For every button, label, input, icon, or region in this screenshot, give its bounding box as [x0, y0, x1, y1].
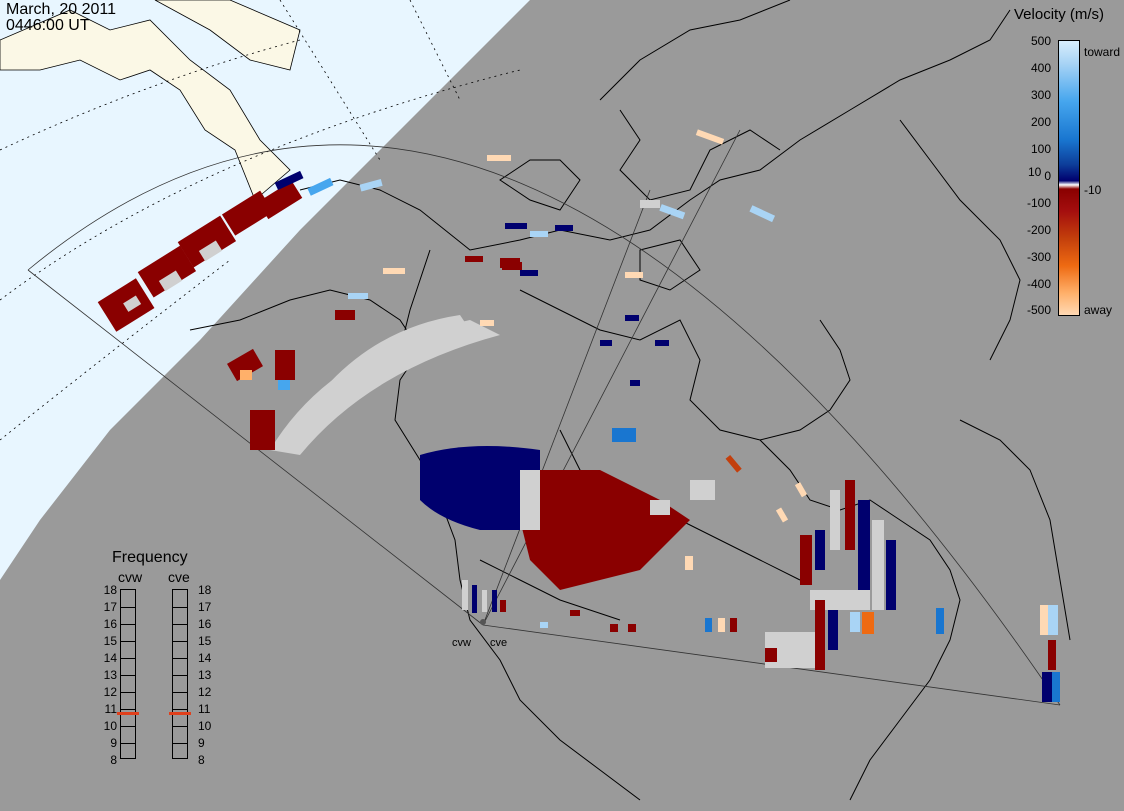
velocity-tick: 300 — [1030, 88, 1051, 102]
frequency-tick-right: 18 — [198, 583, 212, 597]
frequency-tick-left: 17 — [103, 600, 117, 614]
frequency-tick-left: 11 — [104, 702, 117, 716]
away-label: away — [1084, 303, 1113, 317]
frequency-tick-left: 16 — [103, 617, 117, 631]
frequency-tick-left: 15 — [103, 634, 117, 648]
velocity-tick: 200 — [1030, 115, 1051, 129]
velocity-tick: -100 — [1026, 196, 1051, 210]
radar-label-cve: cve — [168, 569, 190, 585]
radar-label-cvw: cvw — [118, 569, 143, 585]
frequency-tick-left: 10 — [103, 719, 117, 733]
frequency-cell — [121, 641, 135, 642]
velocity-tick: 0 — [1044, 169, 1051, 183]
frequency-marker — [117, 712, 139, 716]
frequency-marker — [169, 712, 191, 716]
frequency-tick-right: 14 — [198, 651, 212, 665]
frequency-cell — [173, 709, 187, 710]
frequency-cell — [173, 743, 187, 744]
frequency-cell — [173, 607, 187, 608]
frequency-tick-left: 13 — [103, 668, 117, 682]
radar-scatter — [97, 129, 1060, 702]
velocity-tick: 400 — [1030, 61, 1051, 75]
frequency-cell — [173, 624, 187, 625]
velocity-tick: 500 — [1030, 34, 1051, 48]
velocity-tick: -200 — [1026, 223, 1051, 237]
header: March, 20 2011 0446:00 UT — [6, 2, 116, 34]
toward-label: toward — [1084, 45, 1121, 59]
frequency-tick-right: 16 — [198, 617, 212, 631]
velocity-scale-title: Velocity (m/s) — [1014, 6, 1105, 23]
velocity-tick: -10 — [1084, 183, 1102, 197]
frequency-title: Frequency — [112, 549, 188, 566]
frequency-tick-left: 8 — [110, 753, 117, 767]
frequency-tick-right: 13 — [198, 668, 212, 682]
night-side-area — [0, 0, 530, 580]
siberia-coast — [154, 0, 301, 71]
frequency-tick-right: 17 — [198, 600, 212, 614]
frequency-cell — [121, 726, 135, 727]
frequency-tick-left: 18 — [103, 583, 117, 597]
frequency-tick-left: 14 — [103, 651, 117, 665]
coastlines — [189, 0, 1071, 801]
frequency-cell — [121, 743, 135, 744]
frequency-tick-right: 15 — [198, 634, 212, 648]
radar-site-marker — [480, 619, 486, 625]
frequency-cell — [121, 624, 135, 625]
frequency-tick-left: 12 — [103, 685, 117, 699]
frequency-tick-right: 11 — [198, 702, 211, 716]
frequency-tick-right: 10 — [198, 719, 212, 733]
frequency-cell — [173, 726, 187, 727]
velocity-tick: -400 — [1026, 277, 1051, 291]
frequency-cell — [121, 675, 135, 676]
frequency-bar-cvw — [120, 589, 136, 759]
radar-site-label-cvw: cvw — [452, 637, 471, 649]
frequency-cell — [121, 607, 135, 608]
date-label: March, 20 2011 — [6, 1, 116, 18]
radar-site-label-cve: cve — [490, 637, 508, 649]
frequency-cell — [121, 692, 135, 693]
frequency-cell — [173, 658, 187, 659]
frequency-cell — [173, 692, 187, 693]
velocity-tick: -500 — [1026, 303, 1051, 317]
frequency-cell — [121, 709, 135, 710]
grid-lines — [0, 0, 521, 441]
frequency-tick-right: 9 — [198, 736, 205, 750]
time-label: 0446:00 UT — [6, 17, 90, 34]
frequency-cell — [173, 641, 187, 642]
velocity-colorbar — [1058, 40, 1080, 316]
frequency-tick-right: 12 — [198, 685, 212, 699]
frequency-tick-right: 8 — [198, 753, 205, 767]
velocity-tick: 10 — [1028, 165, 1042, 179]
velocity-tick: -300 — [1026, 250, 1051, 264]
frequency-bar-cve — [172, 589, 188, 759]
frequency-cell — [173, 675, 187, 676]
velocity-tick: 100 — [1030, 142, 1051, 156]
frequency-tick-left: 9 — [110, 736, 117, 750]
asia-landmass — [0, 9, 291, 201]
frequency-cell — [121, 658, 135, 659]
